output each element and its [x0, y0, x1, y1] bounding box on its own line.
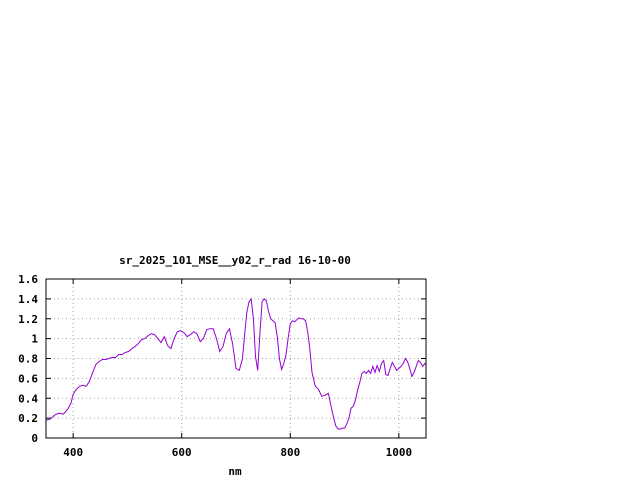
- y-tick-label: 0: [31, 432, 38, 445]
- tick-labels: 400 600 800 1000 0 0.2 0.4 0.6 0.8 1 1.2 1.4 1.6: [18, 273, 412, 459]
- y-tick-label: 1.2: [18, 313, 38, 326]
- y-tick-label: 0.4: [18, 392, 38, 405]
- plot-frame: [45, 278, 427, 439]
- y-tick-label: 0.6: [18, 372, 38, 385]
- y-tick-label: 0.8: [18, 353, 38, 366]
- y-tick-label: 1.4: [18, 293, 38, 306]
- y-tick-label: 1: [31, 333, 38, 346]
- x-tick-label: 1000: [386, 446, 413, 459]
- chart-title: sr_2025_101_MSE__y02_r_rad 16-10-00: [119, 254, 351, 267]
- y-tick-label: 1.6: [18, 273, 38, 286]
- x-tick-label: 400: [63, 446, 83, 459]
- x-tick-label: 800: [280, 446, 300, 459]
- x-axis-label: nm: [228, 465, 242, 478]
- grid: [46, 278, 426, 439]
- y-tick-label: 0.2: [18, 412, 38, 425]
- series-line: [45, 297, 427, 430]
- x-tick-label: 600: [172, 446, 192, 459]
